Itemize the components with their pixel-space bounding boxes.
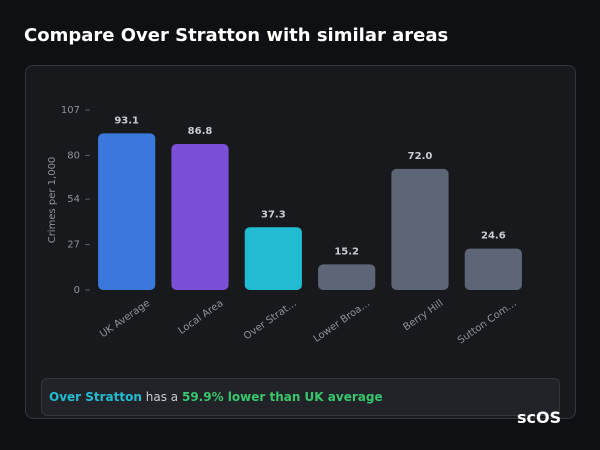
y-tick-label: 107 [61,105,80,116]
value-label: 37.3 [261,209,286,220]
x-tick-label: Local Area [176,298,225,337]
value-label: 86.8 [188,126,213,137]
value-label: 24.6 [481,231,506,242]
y-tick-label: 80 [67,150,80,161]
value-label: 72.0 [408,151,433,162]
y-tick-label: 27 [67,240,80,251]
summary-connector: has a [145,390,179,404]
bar [244,227,302,290]
x-tick-label: Over Strat… [242,298,299,342]
summary-area: Over Stratton [49,390,142,404]
page-title: Compare Over Stratton with similar areas [24,25,449,46]
x-tick-label: Berry Hill [401,298,445,333]
summary-highlight: 59.9% lower than UK average [181,390,383,404]
bar [98,133,156,290]
value-label: 15.2 [334,246,359,257]
x-tick-label: Lower Broa… [312,298,372,345]
summary: Over Stratton has a 59.9% lower than UK … [41,378,560,416]
x-tick-label: UK Average [98,298,152,340]
value-label: 93.1 [114,115,139,126]
bar [318,264,376,290]
y-tick-label: 0 [74,285,80,296]
y-axis-label: Crimes per 1,000 [47,157,58,244]
bar [391,168,449,290]
bar [171,143,229,290]
bar [464,248,522,290]
logo: scOS [517,408,562,427]
x-tick-label: Sutton Com… [456,298,519,347]
y-tick-label: 54 [67,194,80,205]
